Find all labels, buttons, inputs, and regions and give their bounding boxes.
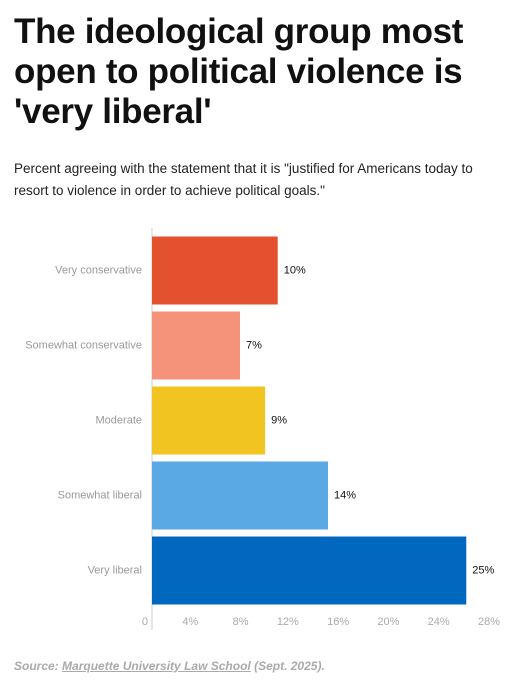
x-tick-label: 12%	[277, 616, 299, 628]
bar	[152, 386, 266, 455]
source-link[interactable]: Marquette University Law School	[62, 659, 251, 673]
value-label: 7%	[246, 339, 262, 351]
x-tick-label: 28%	[478, 616, 500, 628]
bar	[152, 236, 278, 305]
y-tick-label: Very conservative	[55, 264, 142, 276]
bar	[152, 536, 467, 605]
x-tick-label: 24%	[428, 616, 450, 628]
bar	[152, 461, 328, 530]
x-tick-label: 20%	[377, 616, 399, 628]
value-label: 9%	[271, 414, 287, 426]
y-tick-label: Very liberal	[88, 564, 142, 576]
value-label: 10%	[284, 264, 306, 276]
chart-subtitle: Percent agreeing with the statement that…	[14, 161, 473, 198]
x-tick-label: 16%	[327, 616, 349, 628]
bar	[152, 311, 240, 380]
y-tick-label: Somewhat conservative	[25, 339, 142, 351]
chart: 0 4% 8% 12% 16% 20% 24% 28% Very conservative 10%…	[25, 228, 500, 630]
x-tick-label: 0	[142, 616, 148, 628]
source: Source: Marquette University Law School …	[14, 659, 325, 673]
y-tick-label: Somewhat liberal	[58, 489, 142, 501]
value-label: 14%	[334, 489, 356, 501]
y-tick-label: Moderate	[96, 414, 142, 426]
x-tick-label: 4%	[182, 616, 198, 628]
source-prefix: Source:	[14, 659, 59, 673]
chart-title: The ideological group most open to polit…	[14, 12, 464, 131]
x-tick-label: 8%	[233, 616, 249, 628]
source-suffix: (Sept. 2025).	[254, 659, 325, 673]
value-label: 25%	[472, 564, 494, 576]
